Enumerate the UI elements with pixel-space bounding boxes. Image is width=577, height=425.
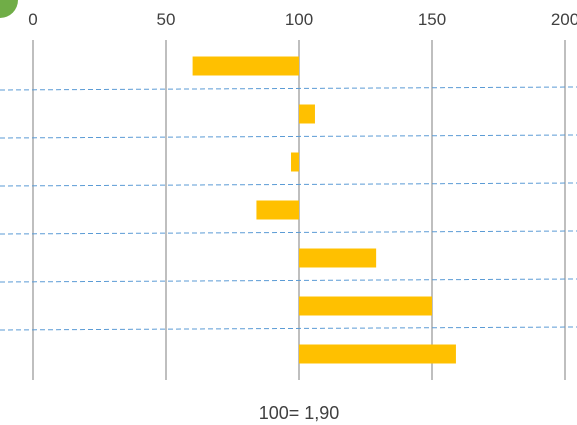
row-separator <box>0 230 577 235</box>
corner-badge <box>0 0 18 18</box>
chart-caption: 100= 1,90 <box>259 403 340 423</box>
row-separator <box>0 182 577 187</box>
bar-6 <box>299 296 432 316</box>
row-separator <box>0 278 577 283</box>
x-axis-tick-labels: 0 50 100 150 200 <box>28 10 577 29</box>
x-tick-label-0: 0 <box>28 10 37 29</box>
x-tick-label-150: 150 <box>418 10 446 29</box>
row-separator <box>0 326 577 331</box>
row-separator <box>0 86 577 91</box>
bar-5 <box>299 248 377 268</box>
row-separators <box>0 86 577 331</box>
x-tick-label-200: 200 <box>551 10 577 29</box>
bar-3 <box>291 152 299 172</box>
bar-4 <box>256 200 299 220</box>
x-tick-label-50: 50 <box>157 10 176 29</box>
row-separator <box>0 134 577 139</box>
bar-7 <box>299 344 456 364</box>
bars <box>192 56 456 364</box>
x-tick-label-100: 100 <box>285 10 313 29</box>
bar-2 <box>299 104 315 124</box>
bar-1 <box>192 56 299 76</box>
